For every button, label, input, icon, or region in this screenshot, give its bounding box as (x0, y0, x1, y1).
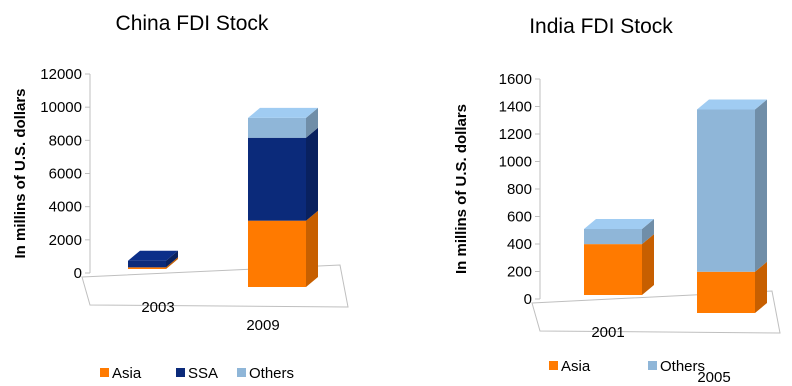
y-tick-label: 600 (507, 209, 532, 226)
bar-side-ssa-2003 (166, 250, 178, 268)
bar-side-others-2001 (642, 219, 654, 245)
bar-segment-asia-2003 (128, 267, 166, 269)
bar-side-asia-2005 (755, 261, 767, 313)
legend-label-asia: Asia (112, 365, 142, 382)
china-fdi-chart: China FDI Stock In millins of U.S. dollar… (12, 12, 349, 382)
y-tick-label: 6000 (49, 166, 82, 183)
legend-label-ssa: SSA (188, 365, 218, 382)
y-tick-label: 10000 (40, 99, 82, 116)
y-tick-label: 400 (507, 236, 532, 253)
y-tick-label: 12000 (40, 66, 82, 83)
y-tick-label: 200 (507, 264, 532, 281)
chart-title: India FDI Stock (529, 15, 673, 38)
x-tick-label: 2001 (591, 324, 624, 341)
bar-segment-asia-2001 (584, 244, 642, 295)
y-axis-label: In millins of U.S. dollars (12, 88, 29, 258)
legend-swatch-others (648, 361, 657, 370)
legend-swatch-asia (100, 368, 109, 377)
x-tick-label: 2003 (141, 299, 174, 316)
legend-label-others: Others (660, 358, 705, 375)
bar-side-asia-2009 (306, 210, 318, 287)
y-tick-label: 8000 (49, 132, 82, 149)
x-tick-label: 2009 (246, 317, 279, 334)
y-tick-label: 4000 (49, 199, 82, 216)
bar-side-asia-2003 (166, 257, 178, 269)
y-tick-label: 800 (507, 181, 532, 198)
chart-title: China FDI Stock (116, 12, 269, 35)
y-axis-label: In millins of U.S. dollars (453, 104, 470, 274)
bar-segment-ssa-2003 (128, 260, 166, 268)
bar-segment-others-2005 (697, 109, 755, 272)
bar-top-2001 (584, 219, 654, 229)
y-tick-label: 2000 (49, 232, 82, 249)
bar-top-2009 (248, 107, 318, 118)
chart-floor (531, 290, 781, 334)
bar-segment-asia-2009 (248, 220, 306, 287)
legend-label-asia: Asia (561, 358, 591, 375)
y-tick-label: 1600 (499, 71, 532, 88)
bar-side-others-2005 (755, 99, 767, 272)
legend-label-others: Others (249, 365, 294, 382)
x-tick-label: 2005 (697, 369, 730, 386)
bar-top-2005 (697, 99, 767, 110)
india-fdi-chart: India FDI Stock In millins of U.S. dollar… (453, 15, 781, 386)
bar-segment-others-2001 (584, 229, 642, 245)
bar-side-ssa-2009 (306, 127, 318, 221)
legend-swatch-ssa (176, 368, 185, 377)
y-tick-label: 1200 (499, 126, 532, 143)
y-tick-label: 0 (74, 265, 82, 282)
y-tick-label: 0 (524, 291, 532, 308)
bar-top-2003 (128, 250, 178, 261)
legend-swatch-others (237, 368, 246, 377)
y-tick-label: 1000 (499, 154, 532, 171)
bar-segment-others-2009 (248, 117, 306, 138)
bar-segment-ssa-2009 (248, 137, 306, 221)
bar-segment-asia-2005 (697, 271, 755, 313)
legend-swatch-asia (549, 361, 558, 370)
bar-side-asia-2001 (642, 234, 654, 295)
y-tick-label: 1400 (499, 99, 532, 116)
bar-side-others-2009 (306, 107, 318, 138)
